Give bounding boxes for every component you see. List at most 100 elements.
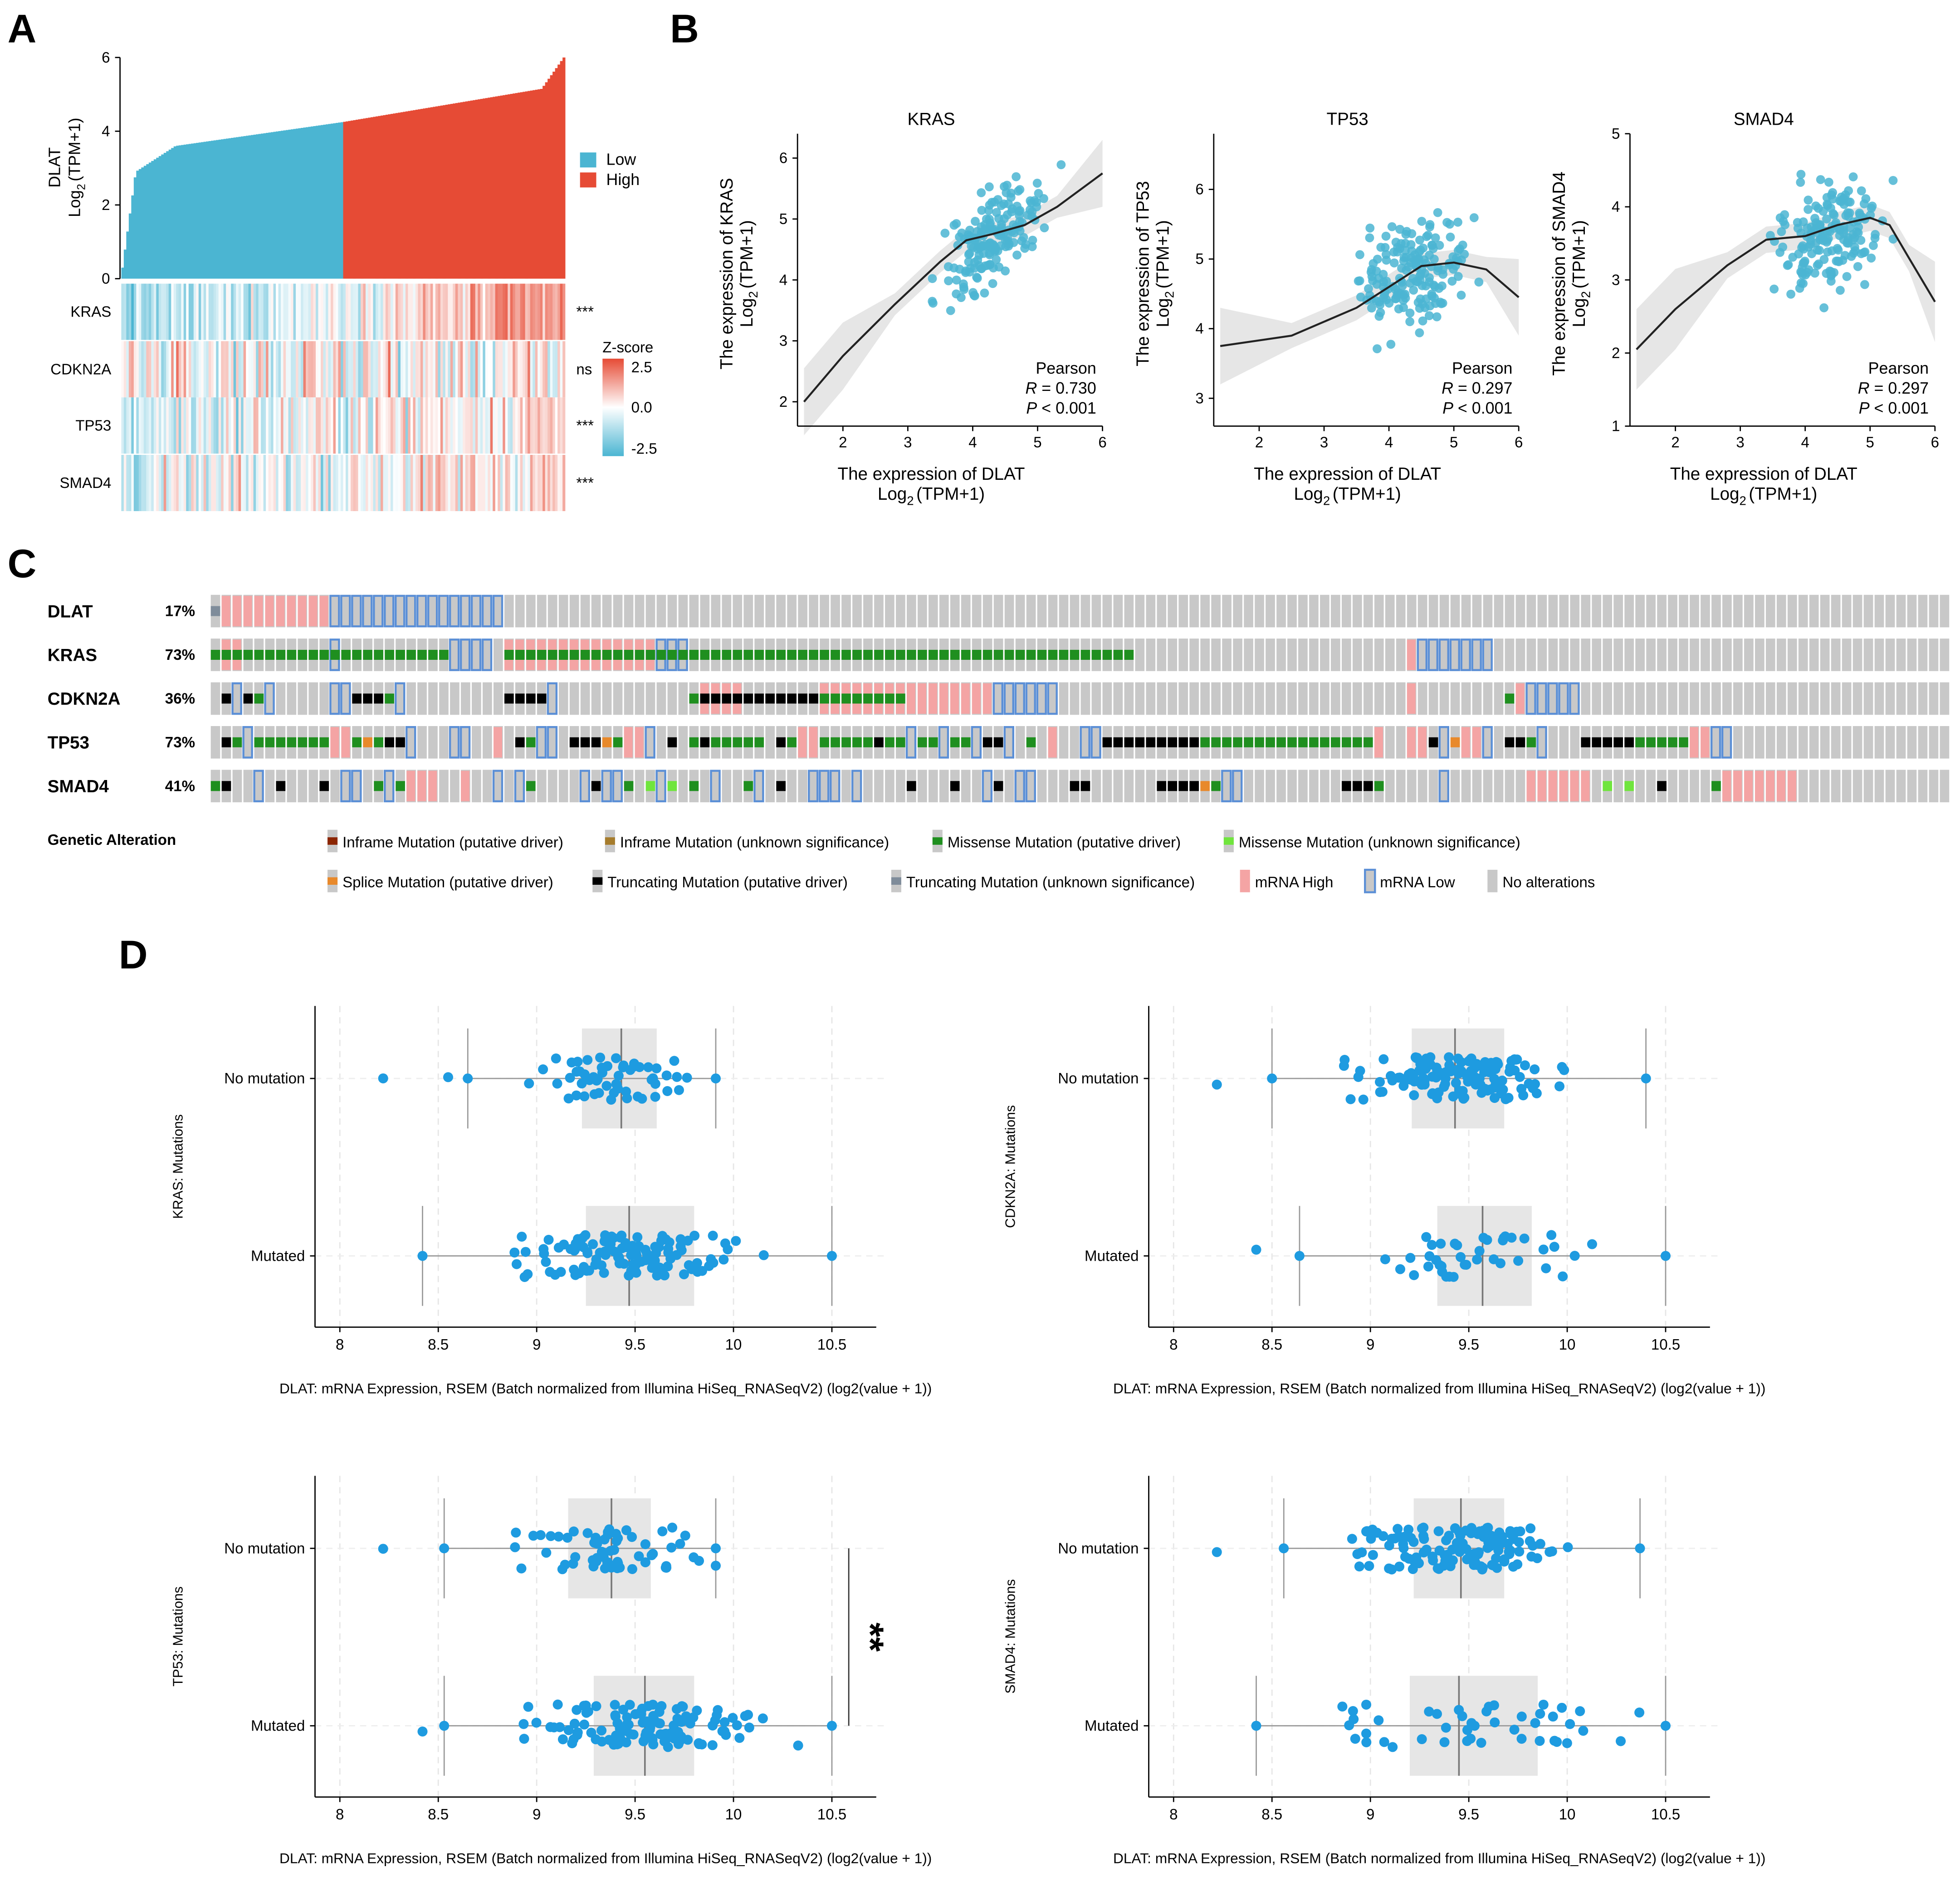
heatmap-cell xyxy=(393,455,396,512)
outlier-point xyxy=(378,1544,388,1554)
waterfall-bar xyxy=(440,105,444,279)
oncoprint-cell xyxy=(1668,682,1677,715)
waterfall-bar xyxy=(311,126,314,279)
mrna-low-cell xyxy=(481,595,493,628)
oncoprint-cell xyxy=(1820,726,1830,759)
heatmap-cell xyxy=(216,397,219,454)
heatmap-cell xyxy=(453,397,456,454)
stat-p-value: < 0.001 xyxy=(1453,399,1512,417)
strip-point xyxy=(563,1725,574,1736)
strip-point xyxy=(1477,1562,1488,1573)
heatmap-cell xyxy=(148,455,152,512)
scatter-point xyxy=(1012,250,1022,260)
heatmap-cell xyxy=(141,341,144,398)
mrna-low-cell xyxy=(710,770,721,803)
mutation-mark xyxy=(308,649,318,660)
unit-tpm: (TPM+1) xyxy=(737,220,757,288)
strip-point xyxy=(621,1737,631,1748)
oncoprint-cell xyxy=(1874,770,1884,803)
mrna-low-cell xyxy=(416,595,427,628)
oncoprint-cell xyxy=(1385,595,1395,628)
mutation-mark xyxy=(385,737,394,747)
mutation-mark xyxy=(1255,737,1264,747)
waterfall-bar xyxy=(251,135,254,279)
oncoprint-cell xyxy=(1929,726,1939,759)
mutation-mark xyxy=(896,649,905,660)
heatmap-cell xyxy=(478,397,481,454)
mutation-mark xyxy=(841,649,851,660)
heatmap-cell xyxy=(193,455,196,512)
oncoprint-cell xyxy=(1070,595,1080,628)
heatmap-cell xyxy=(348,397,351,454)
strip-point xyxy=(758,1250,769,1260)
oncoprint-cell xyxy=(1711,682,1721,715)
oncoprint-cell xyxy=(1472,682,1482,715)
mrna-high-cell xyxy=(635,727,644,758)
oncoprint-cell xyxy=(1428,595,1438,628)
oncoprint-cell xyxy=(1004,770,1014,803)
strip-point xyxy=(557,1734,568,1745)
strip-point xyxy=(611,1536,622,1546)
heatmap-cell xyxy=(148,397,152,454)
mutation-mark xyxy=(798,649,807,660)
heatmap-cell xyxy=(241,283,244,340)
oncoprint-cell xyxy=(1309,682,1319,715)
oncoprint-cell xyxy=(1733,595,1743,628)
scatter-point xyxy=(1804,242,1813,252)
heatmap-cell xyxy=(188,341,191,398)
oncoprint-cell xyxy=(1842,726,1852,759)
mutation-mark xyxy=(308,737,318,747)
heatmap-cell xyxy=(368,283,371,340)
oncoprint-cell xyxy=(1635,770,1645,803)
oncoprint-cell xyxy=(330,770,340,803)
mutation-mark xyxy=(863,649,873,660)
strip-point xyxy=(560,1560,570,1570)
oncoprint-cell xyxy=(1200,639,1210,671)
oncoprint-cell xyxy=(1929,595,1939,628)
scatter-point xyxy=(1056,160,1066,170)
waterfall-bar xyxy=(288,129,291,279)
heatmap-cell xyxy=(316,341,319,398)
mutation-mark xyxy=(1320,737,1329,747)
oncoprint-cell xyxy=(1472,770,1482,803)
oncoprint-cell xyxy=(1624,682,1634,715)
oncoprint-cell xyxy=(1200,682,1210,715)
heatmap-cell xyxy=(298,397,301,454)
waterfall-bar xyxy=(241,136,244,279)
strip-point xyxy=(1439,1737,1450,1747)
waterfall-bar xyxy=(341,122,344,279)
heatmap-cell xyxy=(316,283,319,340)
waterfall-bar xyxy=(555,68,558,279)
oncoprint-cell xyxy=(1059,595,1069,628)
heatmap-cell xyxy=(390,341,394,398)
oncoprint-cell xyxy=(1266,682,1275,715)
heatmap-cell xyxy=(156,283,159,340)
mutation-mark xyxy=(754,693,764,704)
heatmap-cell xyxy=(183,283,186,340)
heatmap-cell xyxy=(405,341,409,398)
heatmap-cell xyxy=(263,341,266,398)
stat-r-label: R xyxy=(1025,379,1037,397)
strip-point xyxy=(545,1722,556,1732)
heatmap-cell xyxy=(193,397,196,454)
heatmap-cell xyxy=(136,283,139,340)
strip-point xyxy=(1495,1258,1505,1268)
mrna-high-cell xyxy=(982,683,992,714)
mutation-mark xyxy=(993,737,1003,747)
heatmap-cell xyxy=(562,341,566,398)
scatter-point xyxy=(1860,280,1869,289)
waterfall-bar xyxy=(400,112,404,279)
strip-point xyxy=(1434,1546,1445,1556)
heatmap-cell xyxy=(383,341,386,398)
waterfall-bar xyxy=(370,117,374,279)
strip-point xyxy=(1509,1725,1520,1735)
oncoprint-cell xyxy=(547,770,557,803)
confidence-band xyxy=(1636,205,1935,390)
mutation-mark xyxy=(591,649,601,660)
oncoprint-cell xyxy=(711,595,721,628)
waterfall-bar xyxy=(398,112,401,279)
scatter-point xyxy=(1853,262,1862,271)
strip-point xyxy=(1361,1737,1372,1747)
strip-point xyxy=(1353,1072,1364,1082)
strip-point xyxy=(1474,1246,1485,1256)
